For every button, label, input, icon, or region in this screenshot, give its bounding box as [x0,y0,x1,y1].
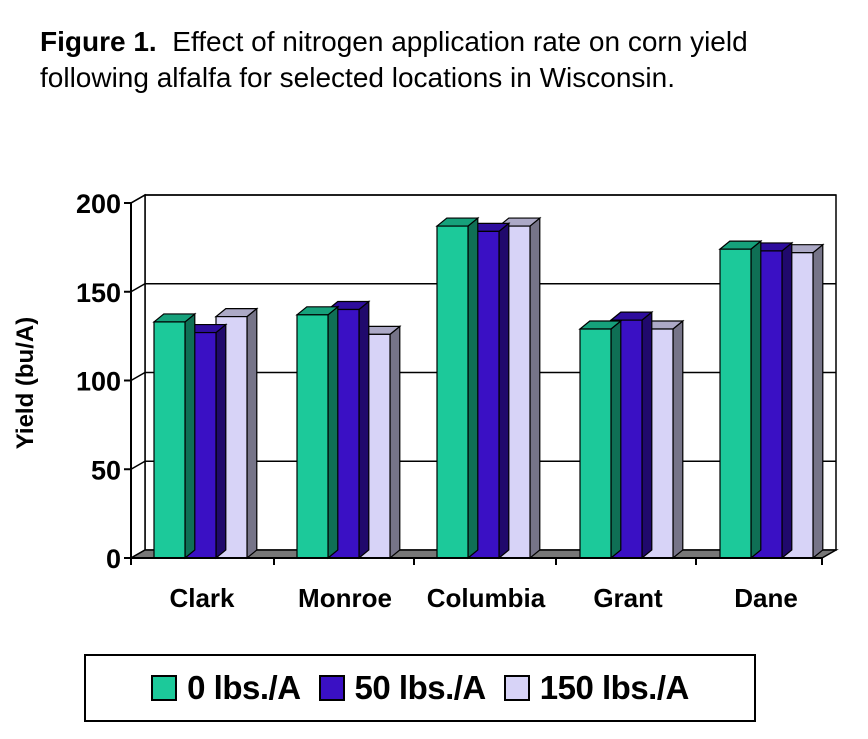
bar-side-face [750,239,762,560]
legend-label-0: 0 lbs./A [187,669,301,706]
bar-grant-series-0 [578,319,623,560]
bar-side-face [215,323,227,560]
legend-item-0: 0 lbs./A [151,669,301,707]
bar-columbia-series-0 [435,216,480,560]
bar-front-face [579,328,612,559]
chart-legend: 0 lbs./A 50 lbs./A 150 lbs./A [84,654,756,722]
bar-side-face [358,300,370,560]
y-tick-label-200: 200 [76,189,121,219]
x-tick-label-dane: Dane [734,583,798,613]
x-tick-label-columbia: Columbia [427,583,546,613]
bar-side-face [610,319,622,560]
figure-caption-text: Effect of nitrogen application rate on c… [40,26,748,93]
legend-label-50: 50 lbs./A [354,669,487,706]
bar-front-face [436,225,469,559]
legend-item-150: 150 lbs./A [503,669,690,707]
legend-swatch-0 [151,675,178,701]
bar-side-face [529,216,541,560]
bar-clark-series-0 [152,312,197,560]
x-tick-label-grant: Grant [593,583,663,613]
bar-monroe-series-0 [295,305,340,560]
y-tick-label-150: 150 [76,278,121,308]
legend-item-50: 50 lbs./A [318,669,487,707]
y-tick-label-50: 50 [91,455,121,485]
x-tick-label-clark: Clark [169,583,235,613]
bar-side-face [498,222,510,560]
y-axis-title: Yield (bu/A) [12,317,39,449]
figure-label: Figure 1. [40,26,157,57]
yield-bar-chart: 0 50 100 150 200 Clark Monroe Columbia Grant Dane… [12,189,839,613]
bar-side-face [467,216,479,560]
bar-front-face [153,321,186,559]
bar-dane-series-0 [718,239,763,560]
bar-side-face [389,325,401,560]
bar-side-face [184,312,196,560]
bar-side-face [781,241,793,560]
figure-caption: Figure 1. Effect of nitrogen application… [40,24,840,96]
legend-swatch-150 [503,675,530,701]
y-tick-label-100: 100 [76,367,121,397]
bar-front-face [719,248,752,559]
gridline-150 [130,283,836,293]
bar-side-face [246,307,258,560]
y-tick-label-0: 0 [106,544,121,574]
bar-side-face [672,319,684,560]
x-tick-label-monroe: Monroe [298,583,392,613]
bar-side-face [641,310,653,560]
chart-axes: 0 50 100 150 200 Clark Monroe Columbia Grant Dane [76,189,823,613]
bar-side-face [812,243,824,560]
bar-front-face [296,314,329,559]
bar-side-face [327,305,339,560]
gridline-200 [130,194,836,204]
legend-swatch-50 [318,675,345,701]
legend-label-150: 150 lbs./A [539,669,690,706]
